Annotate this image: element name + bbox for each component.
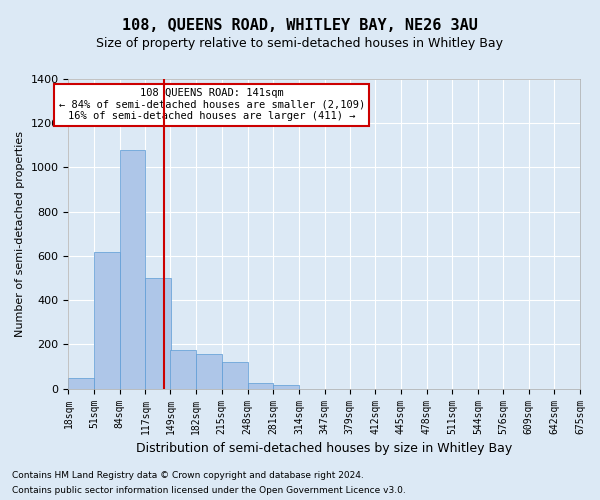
Text: Size of property relative to semi-detached houses in Whitley Bay: Size of property relative to semi-detach… xyxy=(97,38,503,51)
Y-axis label: Number of semi-detached properties: Number of semi-detached properties xyxy=(15,131,25,337)
Bar xyxy=(248,383,273,388)
Bar xyxy=(145,278,171,388)
X-axis label: Distribution of semi-detached houses by size in Whitley Bay: Distribution of semi-detached houses by … xyxy=(136,442,512,455)
Bar xyxy=(222,362,248,388)
Bar xyxy=(170,350,196,389)
Bar xyxy=(94,252,120,388)
Bar xyxy=(120,150,145,388)
Bar xyxy=(273,386,299,388)
Bar xyxy=(68,378,94,388)
Bar xyxy=(196,354,222,388)
Text: Contains HM Land Registry data © Crown copyright and database right 2024.: Contains HM Land Registry data © Crown c… xyxy=(12,471,364,480)
Text: Contains public sector information licensed under the Open Government Licence v3: Contains public sector information licen… xyxy=(12,486,406,495)
Text: 108, QUEENS ROAD, WHITLEY BAY, NE26 3AU: 108, QUEENS ROAD, WHITLEY BAY, NE26 3AU xyxy=(122,18,478,32)
Text: 108 QUEENS ROAD: 141sqm
← 84% of semi-detached houses are smaller (2,109)
16% of: 108 QUEENS ROAD: 141sqm ← 84% of semi-de… xyxy=(59,88,365,122)
